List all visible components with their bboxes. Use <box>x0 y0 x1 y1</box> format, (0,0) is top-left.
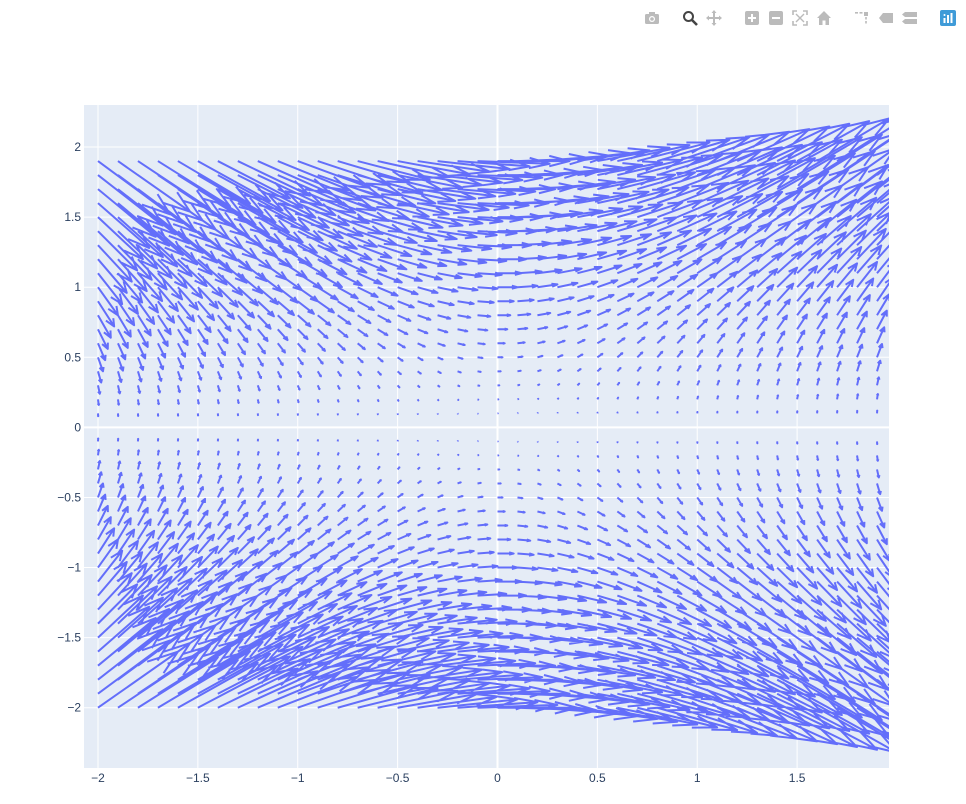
hover-compare-icon[interactable] <box>900 8 920 28</box>
zoom-in-icon[interactable] <box>742 8 762 28</box>
modebar-group <box>738 8 834 28</box>
y-axis: −2 −1.5 −1 −0.5 0 0.5 1 1.5 2 <box>57 140 81 715</box>
modebar-group <box>848 8 920 28</box>
y-tick-label: 0 <box>74 420 81 434</box>
camera-icon[interactable] <box>642 8 662 28</box>
autoscale-icon[interactable] <box>790 8 810 28</box>
modebar-group <box>934 8 958 28</box>
pan-icon[interactable] <box>704 8 724 28</box>
zoom-icon[interactable] <box>680 8 700 28</box>
spike-lines-icon[interactable] <box>852 8 872 28</box>
y-tick-label: −1 <box>67 561 81 575</box>
y-tick-label: 0.5 <box>64 350 81 364</box>
quiver-arrows <box>96 117 889 752</box>
x-tick-label: −2 <box>91 771 105 785</box>
modebar <box>624 8 958 28</box>
x-tick-label: 0.5 <box>589 771 606 785</box>
x-tick-label: 0 <box>494 771 501 785</box>
arrow-field <box>96 117 889 752</box>
y-tick-label: 1.5 <box>64 210 81 224</box>
y-tick-label: 1 <box>74 280 81 294</box>
modebar-group <box>638 8 662 28</box>
x-tick-label: −1 <box>291 771 305 785</box>
plotly-logo-icon[interactable] <box>938 8 958 28</box>
modebar-group <box>676 8 724 28</box>
y-tick-label: −0.5 <box>57 490 81 504</box>
zoom-out-icon[interactable] <box>766 8 786 28</box>
x-tick-label: −1.5 <box>186 771 210 785</box>
x-tick-label: −0.5 <box>386 771 410 785</box>
reset-axes-icon[interactable] <box>814 8 834 28</box>
hover-closest-icon[interactable] <box>876 8 896 28</box>
y-tick-label: 2 <box>74 140 81 154</box>
y-tick-label: −1.5 <box>57 631 81 645</box>
y-tick-label: −2 <box>67 701 81 715</box>
x-tick-label: 1 <box>694 771 701 785</box>
x-axis: −2 −1.5 −1 −0.5 0 0.5 1 1.5 <box>91 771 806 785</box>
x-tick-label: 1.5 <box>789 771 806 785</box>
